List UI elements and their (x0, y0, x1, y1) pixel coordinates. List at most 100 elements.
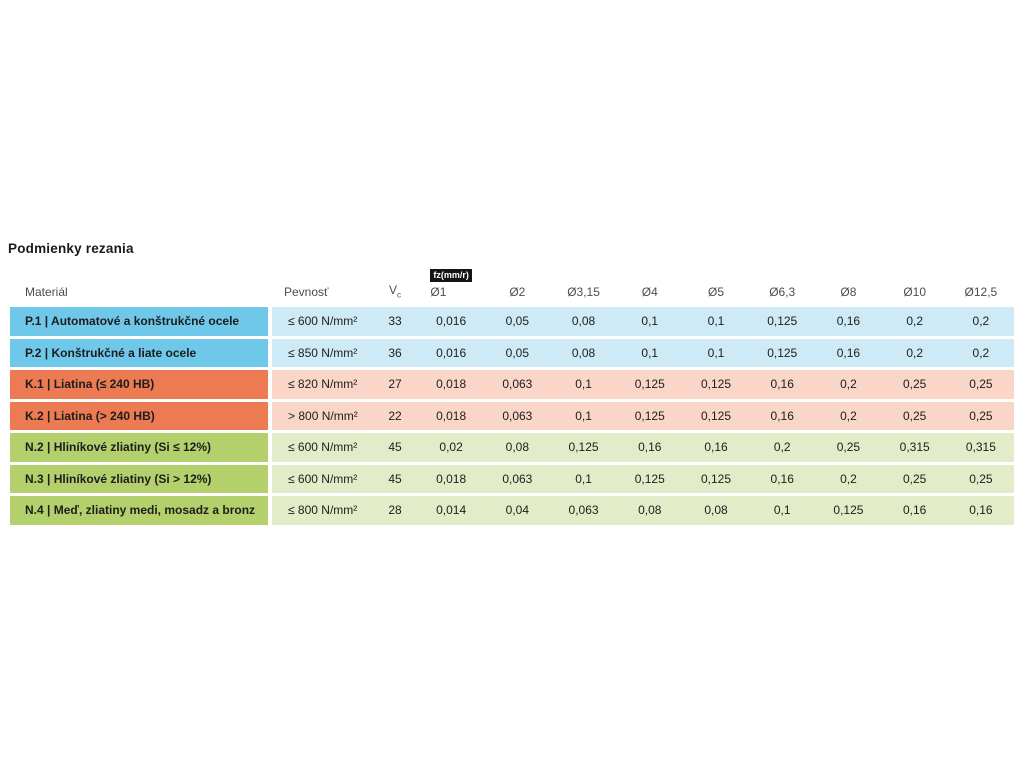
column-header-diameter: fz(mm/r) Ø1 (418, 267, 484, 299)
feed-per-rev-cell: 0,16 (749, 401, 816, 430)
diameter-header-stack: fz(mm/r) Ø1 (430, 267, 472, 299)
feed-per-rev-cell: 0,125 (682, 370, 750, 399)
feed-per-rev-cell: 0,063 (484, 370, 551, 399)
feed-per-rev-cell: 0,25 (881, 401, 948, 430)
feed-per-rev-cell: 0,25 (881, 464, 948, 493)
feed-per-rev-cell: 0,16 (881, 496, 948, 525)
table-row: K.1 | Liatina (≤ 240 HB) ≤ 820 N/mm² 27 0,0… (10, 370, 1014, 399)
cutting-speed-cell: 45 (372, 433, 418, 462)
feed-per-rev-cell: 0,063 (484, 401, 551, 430)
feed-per-rev-cell: 0,16 (682, 433, 750, 462)
cutting-conditions-section: Podmienky rezania Materiál Pevnosť Vc fz… (8, 241, 1014, 528)
feed-per-rev-cell: 0,1 (550, 464, 617, 493)
strength-cell: ≤ 850 N/mm² (272, 338, 372, 367)
material-cell: N.2 | Hliníkové zliatiny (Si ≤ 12%) (10, 433, 268, 462)
table-row: K.2 | Liatina (> 240 HB) > 800 N/mm² 22 0,0… (10, 401, 1014, 430)
feed-per-rev-cell: 0,2 (749, 433, 816, 462)
column-header-strength: Pevnosť (284, 285, 329, 299)
material-cell: K.1 | Liatina (≤ 240 HB) (10, 370, 268, 399)
table-row: N.3 | Hliníkové zliatiny (Si > 12%) ≤ 600… (10, 464, 1014, 493)
table-header-row: Materiál Pevnosť Vc fz(mm/r) Ø1 Ø2 Ø3,15 Ø4 Ø… (10, 267, 1014, 307)
feed-per-rev-cell: 0,25 (947, 464, 1014, 493)
strength-cell: ≤ 800 N/mm² (272, 496, 372, 525)
feed-per-rev-cell: 0,08 (484, 433, 551, 462)
column-header-diameter: Ø5 (707, 285, 724, 299)
material-cell: K.2 | Liatina (> 240 HB) (10, 401, 268, 430)
material-cell: P.2 | Konštrukčné a liate ocele (10, 338, 268, 367)
vc-symbol: V (388, 282, 397, 297)
feed-per-rev-cell: 0,063 (550, 496, 617, 525)
feed-per-rev-cell: 0,1 (550, 401, 617, 430)
material-cell: N.3 | Hliníkové zliatiny (Si > 12%) (10, 464, 268, 493)
strength-cell: ≤ 820 N/mm² (272, 370, 372, 399)
feed-per-rev-cell: 0,08 (616, 496, 683, 525)
cutting-speed-cell: 28 (372, 496, 418, 525)
feed-per-rev-cell: 0,014 (418, 496, 485, 525)
column-header-cutting-speed: Vc (372, 283, 418, 299)
feed-per-rev-cell: 0,125 (749, 338, 816, 367)
column-header-diameter: Ø12,5 (964, 285, 998, 299)
table-row: N.4 | Meď, zliatiny medi, mosadz a bronz… (10, 496, 1014, 525)
column-header-diameter: Ø3,15 (567, 285, 600, 299)
vc-subscript: c (397, 290, 401, 299)
strength-cell: ≤ 600 N/mm² (272, 307, 372, 336)
feed-per-rev-cell: 0,16 (815, 307, 882, 336)
material-cell: P.1 | Automatové a konštrukčné ocele (10, 307, 268, 336)
feed-per-rev-cell: 0,125 (749, 307, 816, 336)
feed-per-rev-cell: 0,05 (484, 338, 551, 367)
feed-per-rev-cell: 0,04 (484, 496, 551, 525)
material-cell: N.4 | Meď, zliatiny medi, mosadz a bronz (10, 496, 268, 525)
feed-per-rev-cell: 0,16 (947, 496, 1014, 525)
feed-per-rev-cell: 0,125 (550, 433, 617, 462)
strength-cell: ≤ 600 N/mm² (272, 464, 372, 493)
column-header-diameter: Ø10 (903, 285, 926, 299)
feed-per-rev-cell: 0,16 (749, 464, 816, 493)
table-body: P.1 | Automatové a konštrukčné ocele ≤ 60… (10, 307, 1014, 525)
cutting-speed-cell: 33 (372, 307, 418, 336)
feed-per-rev-cell: 0,02 (418, 433, 485, 462)
feed-per-rev-cell: 0,16 (749, 370, 816, 399)
feed-per-rev-cell: 0,1 (749, 496, 816, 525)
feed-per-rev-cell: 0,018 (418, 464, 485, 493)
feed-per-rev-cell: 0,1 (616, 307, 683, 336)
feed-per-rev-cell: 0,125 (616, 401, 683, 430)
feed-per-rev-cell: 0,25 (815, 433, 882, 462)
feed-per-rev-cell: 0,2 (815, 464, 882, 493)
table-row: P.1 | Automatové a konštrukčné ocele ≤ 60… (10, 307, 1014, 336)
feed-per-rev-cell: 0,1 (682, 307, 750, 336)
column-header-diameter: Ø2 (509, 285, 526, 299)
column-header-diameter: Ø8 (840, 285, 857, 299)
feed-per-rev-cell: 0,08 (682, 496, 750, 525)
feed-per-rev-cell: 0,125 (616, 464, 683, 493)
feed-per-rev-cell: 0,16 (616, 433, 683, 462)
feed-per-rev-cell: 0,25 (881, 370, 948, 399)
feed-per-rev-cell: 0,125 (682, 464, 750, 493)
feed-per-rev-cell: 0,2 (815, 370, 882, 399)
feed-per-rev-cell: 0,16 (815, 338, 882, 367)
feed-per-rev-cell: 0,05 (484, 307, 551, 336)
diameter-label: Ø1 (430, 285, 447, 299)
column-header-diameter: Ø4 (641, 285, 658, 299)
cutting-speed-cell: 22 (372, 401, 418, 430)
cutting-speed-cell: 45 (372, 464, 418, 493)
feed-per-rev-cell: 0,08 (550, 338, 617, 367)
feed-per-rev-cell: 0,2 (947, 338, 1014, 367)
feed-per-rev-cell: 0,018 (418, 370, 485, 399)
feed-per-rev-cell: 0,063 (484, 464, 551, 493)
fz-unit-badge: fz(mm/r) (430, 269, 472, 282)
cutting-speed-cell: 27 (372, 370, 418, 399)
feed-per-rev-cell: 0,016 (418, 338, 485, 367)
feed-per-rev-cell: 0,08 (550, 307, 617, 336)
table-row: P.2 | Konštrukčné a liate ocele ≤ 850 N/m… (10, 338, 1014, 367)
feed-per-rev-cell: 0,125 (682, 401, 750, 430)
feed-per-rev-cell: 0,315 (881, 433, 948, 462)
cutting-speed-cell: 36 (372, 338, 418, 367)
column-header-material: Materiál (25, 285, 68, 299)
section-title: Podmienky rezania (8, 241, 134, 256)
feed-per-rev-cell: 0,125 (616, 370, 683, 399)
feed-per-rev-cell: 0,1 (616, 338, 683, 367)
feed-per-rev-cell: 0,25 (947, 370, 1014, 399)
column-header-diameter: Ø6,3 (769, 285, 796, 299)
strength-cell: > 800 N/mm² (272, 401, 372, 430)
